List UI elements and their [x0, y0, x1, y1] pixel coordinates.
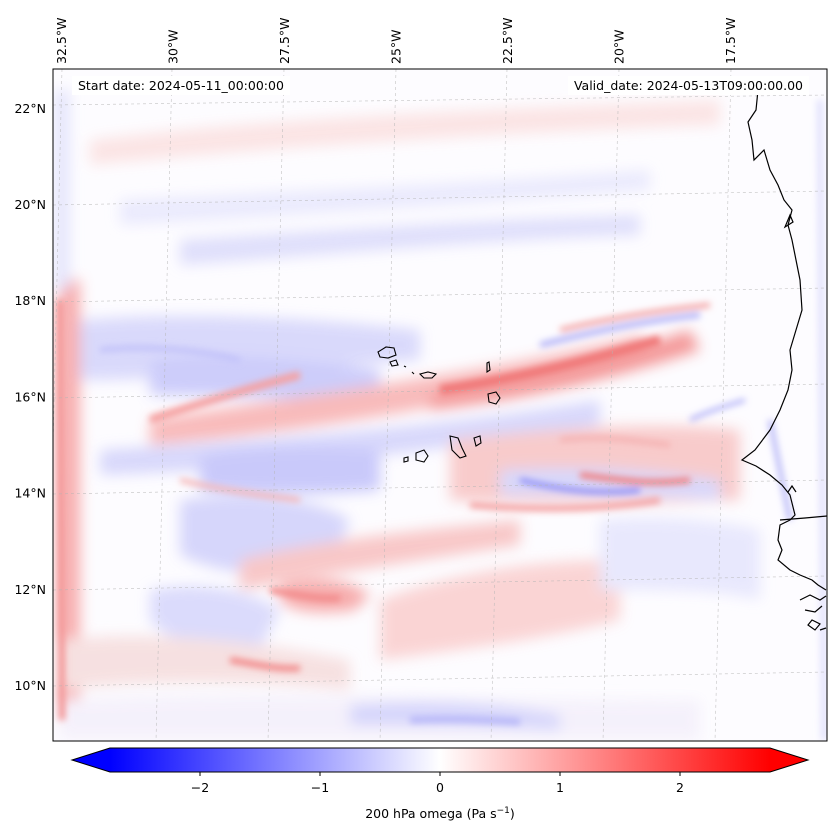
- latitude-labels: 10°N 12°N 14°N 16°N 18°N 20°N 22°N: [14, 101, 46, 693]
- island-santiago: [449, 435, 467, 459]
- omega-field: [55, 90, 827, 741]
- lat-label-3: 16°N: [14, 389, 46, 404]
- longitude-labels: 32.5°W 30°W 27.5°W 25°W 22.5°W 20°W 17.5°W: [54, 18, 738, 64]
- map-panel: [52, 68, 828, 742]
- coastlines: [740, 89, 827, 631]
- valid-date-label: Valid_date: 2024-05-13T09:00:00.00: [567, 76, 809, 95]
- lon-label-2: 27.5°W: [277, 18, 292, 64]
- lat-label-0: 10°N: [14, 678, 46, 693]
- island-boa-vista: [487, 391, 501, 405]
- colorbar-tick-label-1: −1: [311, 780, 329, 795]
- island-sal: [486, 361, 491, 374]
- colorbar-tick-label-0: −2: [191, 780, 209, 795]
- lon-label-5: 20°W: [612, 29, 627, 64]
- island-fogo: [415, 449, 429, 463]
- colorbar-label-close: ): [509, 806, 515, 822]
- colorbar: −2 −1 0 1 2: [70, 747, 810, 795]
- gridlines: [53, 69, 827, 741]
- island-santo-antao: [377, 346, 397, 359]
- cape-verde-islands: [377, 346, 501, 463]
- start-date-label: Start date: 2024-05-11_00:00:00: [72, 76, 290, 95]
- island-brava: [403, 456, 409, 463]
- colorbar-label-text: 200 hPa omega (Pa s: [365, 806, 497, 822]
- lon-label-3: 25°W: [389, 29, 404, 64]
- lat-label-5: 20°N: [14, 197, 46, 212]
- lon-label-1: 30°W: [166, 29, 181, 64]
- colorbar-label: 200 hPa omega (Pa s−1): [0, 806, 837, 821]
- colorbar-label-exponent: −1: [496, 806, 510, 816]
- lon-label-4: 22.5°W: [500, 18, 515, 64]
- island-sao-vicente: [389, 359, 399, 367]
- colorbar-extend-max: [770, 748, 808, 772]
- colorbar-outline: [70, 747, 810, 773]
- island-maio: [473, 435, 482, 447]
- colorbar-tick-label-4: 2: [676, 780, 684, 795]
- west-africa-coast: [740, 89, 827, 591]
- lat-label-4: 18°N: [14, 293, 46, 308]
- colorbar-extend-min: [72, 748, 110, 772]
- colorbar-tick-label-2: 0: [436, 780, 444, 795]
- colorbar-ticks: −2 −1 0 1 2: [191, 772, 684, 795]
- lat-label-1: 12°N: [14, 582, 46, 597]
- lon-label-6: 17.5°W: [723, 18, 738, 64]
- lon-label-0: 32.5°W: [54, 18, 69, 64]
- map-frame: [52, 68, 828, 742]
- island-sao-nicolau: [418, 371, 438, 379]
- colorbar-fill: [110, 748, 770, 772]
- lat-label-6: 22°N: [14, 101, 46, 116]
- lat-label-2: 14°N: [14, 486, 46, 501]
- colorbar-tick-label-3: 1: [556, 780, 564, 795]
